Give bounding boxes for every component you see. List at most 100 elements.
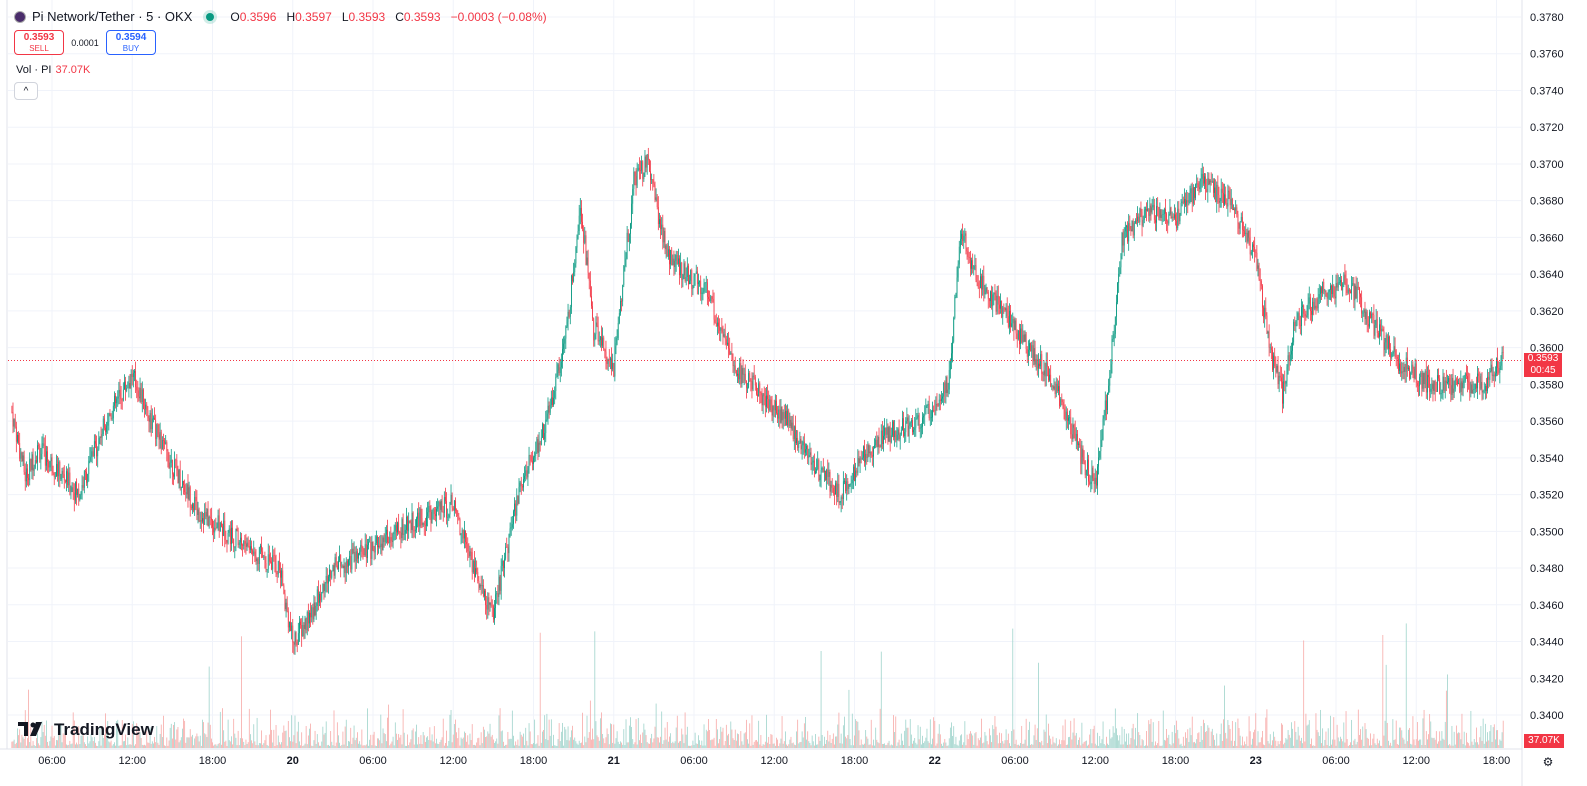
collapse-legend-button[interactable]: ^ [14, 82, 38, 100]
tradingview-logo[interactable]: TradingView [18, 720, 154, 740]
candle-body [1359, 287, 1360, 294]
candle-body [402, 519, 404, 535]
candle-body [305, 618, 307, 631]
candle-body [496, 593, 498, 595]
candle-body [689, 280, 690, 285]
volume-bar [674, 741, 676, 748]
candle-body [287, 611, 289, 628]
volume-bar [1202, 719, 1204, 748]
volume-bar [424, 741, 426, 748]
volume-bar [513, 735, 514, 748]
candle-body [95, 441, 96, 444]
y-tick-label: 0.3560 [1530, 416, 1564, 428]
candle-body [31, 454, 33, 470]
candle-body [995, 293, 997, 312]
candle-body [109, 413, 111, 415]
candle-body [441, 500, 443, 512]
candle-body [22, 455, 24, 462]
volume-bar [28, 689, 30, 748]
candle-body [243, 541, 245, 546]
candle-body [1429, 377, 1431, 392]
x-tick-label: 12:00 [118, 755, 146, 767]
candle-body [517, 496, 519, 504]
volume-bar [137, 732, 139, 748]
buy-button[interactable]: 0.3594 BUY [106, 30, 156, 55]
volume-bar [13, 739, 15, 748]
candle-body [1149, 205, 1151, 216]
volume-bar [250, 734, 251, 748]
candle-body [786, 410, 787, 426]
volume-bar [354, 740, 356, 748]
candle-body [931, 417, 932, 419]
volume-bar [262, 744, 264, 748]
volume-bar [1243, 745, 1244, 748]
candle-body [913, 429, 914, 433]
volume-bar [499, 708, 501, 748]
volume-label: Vol · PI [16, 64, 52, 76]
volume-bar [1094, 743, 1096, 748]
candle-body [180, 486, 182, 488]
volume-bar [1450, 745, 1452, 748]
volume-bar [261, 730, 262, 748]
volume-bar [100, 745, 102, 748]
volume-bar [829, 734, 831, 748]
volume-bar [656, 737, 658, 748]
candle-body [1454, 379, 1456, 389]
volume-bar [103, 734, 105, 748]
volume-bar [719, 739, 721, 748]
candle-body [491, 605, 493, 607]
scale-settings-button[interactable]: ⚙ [1540, 754, 1556, 770]
candle-body [1036, 359, 1038, 369]
volume-bar [1427, 739, 1428, 748]
candle-body [696, 271, 698, 285]
candle-body [869, 451, 871, 454]
candle-body [953, 318, 955, 342]
volume-bar [1483, 743, 1485, 748]
candle-body [1118, 273, 1120, 284]
volume-bar [228, 740, 230, 748]
candle-body [1449, 378, 1451, 386]
candle-body [708, 296, 709, 299]
candle-body [413, 530, 415, 532]
candle-body [777, 413, 779, 419]
volume-bar [467, 735, 469, 748]
candle-body [883, 435, 884, 445]
market-open-status-icon[interactable] [206, 12, 215, 21]
volume-bar [1229, 728, 1231, 748]
sell-button[interactable]: 0.3593 SELL [14, 30, 64, 55]
volume-legend[interactable]: Vol · PI 37.07K [16, 64, 90, 76]
candle-body [407, 516, 408, 531]
candle-body [692, 286, 694, 290]
volume-bar [1389, 745, 1390, 748]
candle-body [818, 459, 820, 481]
volume-bar [1175, 733, 1176, 748]
volume-bar [712, 739, 714, 748]
candle-body [914, 427, 916, 430]
candle-body [21, 452, 23, 462]
candle-body [1032, 345, 1034, 362]
volume-bar [275, 725, 277, 748]
candle-body [1126, 225, 1127, 228]
candle-body [1234, 208, 1235, 211]
candle-body [204, 511, 206, 525]
symbol-title[interactable]: Pi Network/Tether · 5 · OKX [32, 9, 193, 24]
volume-bar [1220, 723, 1222, 748]
candle-body [1137, 216, 1139, 222]
volume-bar [1119, 735, 1121, 748]
volume-bar [1050, 738, 1052, 748]
y-tick-label: 0.3680 [1530, 196, 1564, 208]
volume-bar [266, 744, 268, 748]
candle-body [177, 470, 179, 484]
candle-body [1257, 265, 1259, 269]
candle-body [1284, 381, 1286, 384]
candle-body [874, 445, 875, 449]
volume-bar [579, 742, 581, 748]
candle-body [1428, 374, 1429, 378]
volume-bar [808, 741, 810, 748]
volume-bar [503, 741, 504, 748]
candle-body [297, 633, 299, 645]
volume-bar [1387, 740, 1389, 748]
candle-body [226, 542, 228, 543]
